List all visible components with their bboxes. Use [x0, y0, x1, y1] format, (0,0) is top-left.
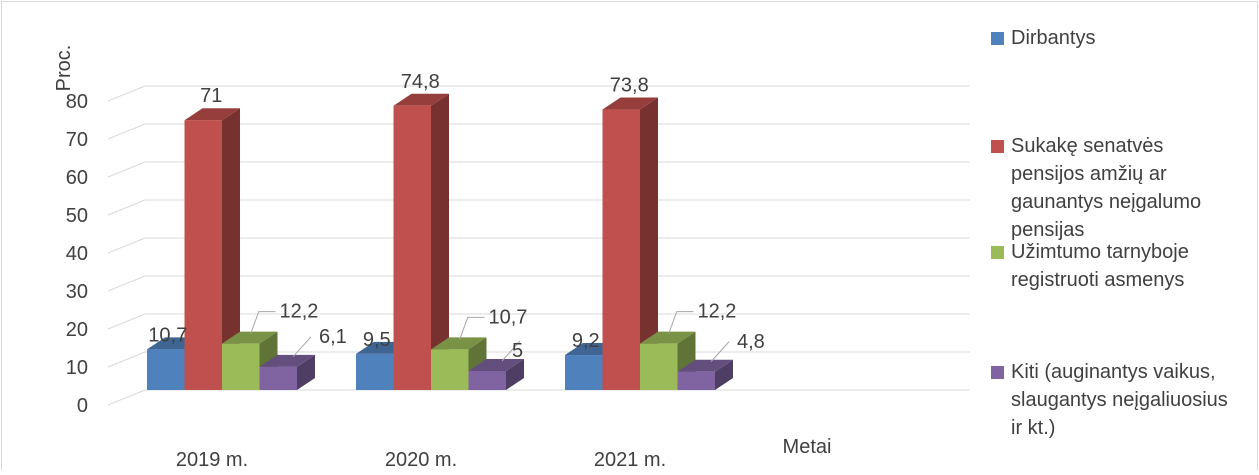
- bar: [393, 105, 431, 390]
- bar: [147, 349, 185, 390]
- leader-line: [710, 341, 730, 363]
- y-tick-label: 80: [66, 91, 88, 113]
- gridline-slant: [107, 161, 146, 178]
- data-label: 9,2: [572, 330, 600, 352]
- bar: [259, 366, 297, 390]
- legend-swatch: [991, 32, 1004, 45]
- gridline-slant: [107, 85, 146, 102]
- legend-label: Kiti (auginantys vaikus,: [1011, 361, 1216, 383]
- bar-top: [640, 331, 696, 344]
- legend-swatch: [991, 140, 1004, 153]
- legend-label: Užimtumo tarnyboje: [1011, 241, 1189, 263]
- gridline-slant: [107, 389, 146, 406]
- y-tick-label: 0: [77, 395, 88, 417]
- data-label: 4,8: [737, 331, 765, 353]
- bar: [468, 371, 506, 390]
- bar-side: [506, 359, 524, 390]
- x-tick-label: 2020 m.: [385, 449, 457, 470]
- bar-top: [431, 337, 487, 350]
- x-tick-label: 2019 m.: [176, 449, 248, 470]
- legend-swatch: [991, 366, 1004, 379]
- legend-label: pensijas: [1011, 219, 1084, 241]
- gridline-slant: [107, 237, 146, 254]
- bar-top: [393, 93, 449, 106]
- legend-label: slaugantys neįgaliuosius: [1011, 389, 1228, 411]
- y-axis-label: Proc.: [53, 45, 75, 92]
- bars: [147, 93, 733, 390]
- data-label: 6,1: [319, 326, 347, 348]
- gridline-slant: [107, 313, 146, 330]
- leader-line: [459, 316, 485, 340]
- y-tick-label: 30: [66, 281, 88, 303]
- data-label: 12,2: [280, 301, 319, 323]
- y-tick-label: 50: [66, 205, 88, 227]
- bar-top: [184, 108, 240, 121]
- gridline-slant: [107, 275, 146, 292]
- leader-line: [668, 311, 694, 334]
- bar: [431, 349, 469, 390]
- gridline-slant: [107, 351, 146, 368]
- bar: [184, 120, 222, 390]
- y-tick-label: 40: [66, 243, 88, 265]
- bar-side: [222, 108, 240, 390]
- legend-label: Dirbantys: [1011, 27, 1095, 49]
- leader-line: [250, 311, 276, 334]
- data-label: 10,7: [489, 306, 528, 328]
- leader-line: [501, 340, 521, 362]
- bar-side: [297, 354, 315, 390]
- y-tick-label: 60: [66, 167, 88, 189]
- data-label: 10,7: [148, 324, 187, 346]
- bar: [565, 355, 603, 390]
- data-label: 9,5: [363, 329, 391, 351]
- leader-line: [292, 336, 312, 358]
- data-label: 73,8: [610, 75, 649, 97]
- data-label: 71: [200, 85, 222, 107]
- legend-label: pensijos amžių ar: [1011, 163, 1167, 185]
- data-label: 12,2: [698, 301, 737, 323]
- bar-top: [468, 359, 524, 371]
- y-tick-label: 10: [66, 357, 88, 379]
- legend-label: ir kt.): [1011, 417, 1055, 439]
- y-tick-label: 70: [66, 129, 88, 151]
- bar: [356, 353, 394, 390]
- x-tick-label: 2021 m.: [594, 449, 666, 470]
- gridline-slant: [107, 199, 146, 216]
- bar-top: [602, 97, 658, 110]
- bar-side: [640, 97, 658, 390]
- y-tick-label: 20: [66, 319, 88, 341]
- bar-top: [222, 331, 278, 344]
- legend-label: gaunantys neįgalumo: [1011, 191, 1201, 213]
- bar-top: [259, 354, 315, 367]
- legend: Dirbantys Sukakę senatvės pensijos amžių a…: [991, 27, 1228, 439]
- y-tick-labels: 0 10 20 30 40 50 60 70 80: [66, 91, 88, 417]
- bar-top: [677, 359, 733, 372]
- x-axis-label: Metai: [783, 436, 832, 458]
- legend-swatch: [991, 246, 1004, 259]
- bar-side: [715, 359, 733, 390]
- bar: [222, 343, 260, 390]
- gridline-slant: [107, 123, 146, 140]
- data-label: 74,8: [401, 71, 440, 93]
- bar: [602, 109, 640, 390]
- legend-label: registruoti asmenys: [1011, 269, 1184, 291]
- bar: [677, 371, 715, 390]
- data-label: 5: [512, 340, 523, 362]
- bar-side: [431, 93, 449, 390]
- bar: [640, 343, 678, 390]
- legend-label: Sukakę senatvės: [1011, 135, 1163, 157]
- x-tick-labels: 2019 m. 2020 m. 2021 m.: [176, 449, 666, 471]
